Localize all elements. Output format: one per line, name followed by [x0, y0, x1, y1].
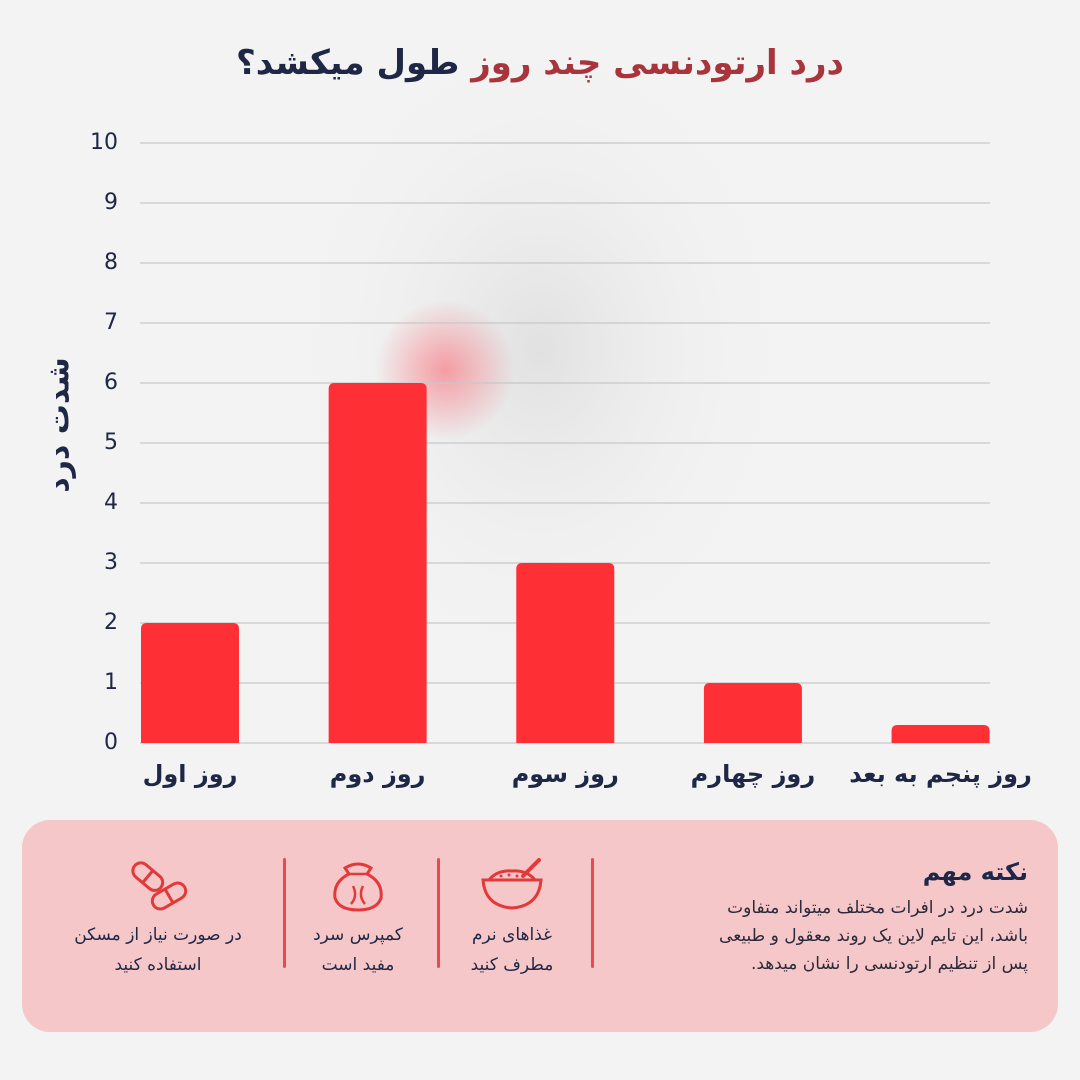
x-tick-label: روز پنجم به بعد: [849, 760, 1032, 788]
tip: غذاهای نرم مطرف کنید: [432, 856, 592, 980]
tip-line: غذاهای نرم: [471, 925, 553, 945]
tip-line: استفاده کنید: [114, 955, 202, 975]
y-tick-label: 3: [104, 550, 118, 575]
tip-line: در صورت نیاز از مسکن: [74, 925, 242, 945]
y-tick-label: 8: [104, 250, 118, 275]
y-tick-label: 6: [104, 370, 118, 395]
note-line: باشد، این تایم لاین یک روند معقول و طبیع…: [719, 926, 1028, 946]
x-tick-label: روز چهارم: [691, 760, 815, 788]
title-highlight: درد ارتودنسی چند روز: [469, 43, 844, 83]
note: نکته مهم شدت درد در افرات مختلف میتواند …: [608, 858, 1028, 978]
note-line: شدت درد در افرات مختلف میتواند متفاوت: [727, 898, 1028, 918]
bowl-icon: [481, 858, 543, 910]
x-tick-label: روز سوم: [512, 760, 619, 788]
y-tick-label: 5: [104, 430, 118, 455]
note-line: پس از تنظیم ارتودنسی را نشان میدهد.: [750, 954, 1028, 974]
pills-icon: [131, 861, 188, 911]
y-tick-label: 1: [104, 670, 118, 695]
separator: [437, 858, 440, 968]
chart-title: درد ارتودنسی چند روز طول میکشد؟: [236, 43, 844, 83]
bar: [703, 683, 802, 743]
y-tick-label: 2: [104, 610, 118, 635]
ice-pack-icon: [333, 862, 383, 912]
tip-line: مفید است: [321, 955, 395, 975]
tip: در صورت نیاز از مسکن استفاده کنید: [48, 856, 268, 980]
y-tick-label: 9: [104, 190, 118, 215]
title-rest: طول میکشد؟: [236, 43, 459, 83]
info-panel: نکته مهم شدت درد در افرات مختلف میتواند …: [22, 820, 1058, 1032]
y-tick-label: 7: [104, 310, 118, 335]
x-tick-label: روز دوم: [330, 760, 426, 788]
bar: [516, 563, 615, 743]
x-tick-label: روز اول: [143, 760, 238, 788]
bar: [328, 383, 427, 743]
tip-line: کمپرس سرد: [313, 925, 403, 945]
separator: [591, 858, 594, 968]
y-tick-label: 4: [104, 490, 118, 515]
y-tick-label: 0: [104, 730, 118, 755]
bar: [141, 623, 239, 743]
chart: درد ارتودنسی چند روز طول میکشد؟ شدت درد …: [42, 43, 1032, 789]
separator: [283, 858, 286, 968]
y-tick-label: 10: [90, 130, 118, 155]
tip: کمپرس سرد مفید است: [278, 856, 438, 980]
y-axis-label: شدت درد: [42, 357, 77, 492]
tip-line: مطرف کنید: [470, 955, 554, 975]
bar: [891, 725, 990, 743]
note-title: نکته مهم: [922, 858, 1028, 886]
